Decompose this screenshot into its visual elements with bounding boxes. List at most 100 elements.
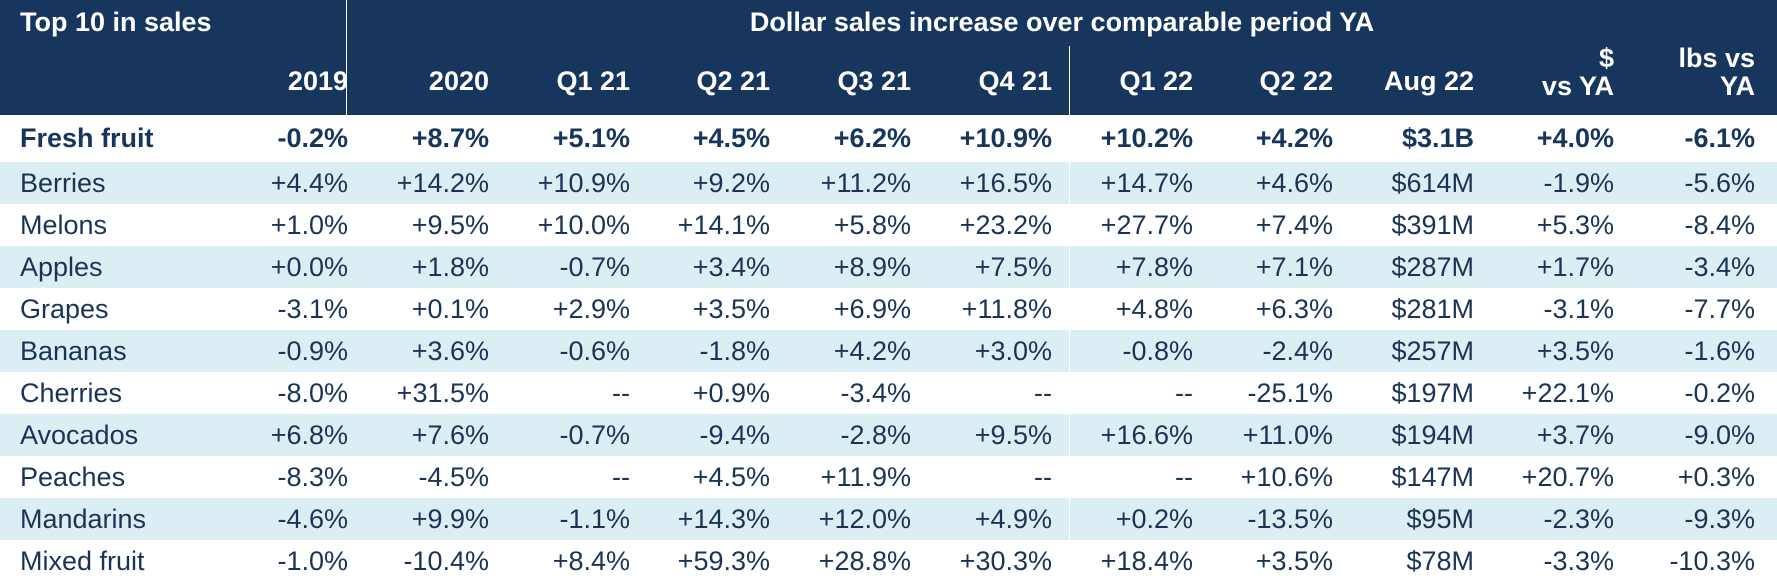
row-label: Cherries	[20, 377, 123, 408]
cell-q1-21: +10.9%	[537, 167, 630, 198]
cell-2020: +7.6%	[411, 419, 489, 450]
row-label: Apples	[20, 251, 103, 282]
cell-dollar-vs-ya: +5.3%	[1536, 209, 1614, 240]
column-header-q1-21: Q1 21	[556, 66, 630, 96]
cell-q2-21: +3.4%	[692, 251, 770, 282]
cell-lbs-vs-ya: -0.2%	[1684, 377, 1755, 408]
column-header-q1-22: Q1 22	[1119, 66, 1193, 96]
cell-lbs-vs-ya: -6.1%	[1684, 123, 1755, 153]
cell-q1-22: +16.6%	[1100, 419, 1193, 450]
cell-aug-22: $197M	[1391, 377, 1474, 408]
column-header-q2-22: Q2 22	[1259, 66, 1333, 96]
cell-q2-21: +3.5%	[692, 293, 770, 324]
cell-q2-22: -2.4%	[1262, 335, 1333, 366]
cell-dollar-vs-ya: +1.7%	[1536, 251, 1614, 282]
cell-lbs-vs-ya: -7.7%	[1684, 293, 1755, 324]
cell-2020: +9.9%	[411, 503, 489, 534]
cell-q2-22: +4.6%	[1255, 167, 1333, 198]
cell-q2-21: +14.3%	[677, 503, 770, 534]
cell-q3-21: +12.0%	[818, 503, 911, 534]
cell-dollar-vs-ya: -3.1%	[1543, 293, 1614, 324]
cell-q3-21: +8.9%	[833, 251, 911, 282]
cell-2020: +1.8%	[411, 251, 489, 282]
cell-dollar-vs-ya: -2.3%	[1543, 503, 1614, 534]
cell-aug-22: $287M	[1391, 251, 1474, 282]
cell-q2-21: +4.5%	[692, 123, 770, 153]
cell-aug-22: $614M	[1391, 167, 1474, 198]
row-label: Melons	[20, 209, 108, 240]
cell-q4-21: +11.8%	[961, 293, 1052, 324]
column-divider	[1069, 456, 1070, 498]
cell-q3-21: +5.8%	[833, 209, 911, 240]
table-body: Fresh fruit -0.2% +8.7% +5.1% +4.5% +6.2% +10.…	[0, 115, 1777, 582]
cell-q1-22: +10.2%	[1100, 123, 1193, 153]
cell-2020: +9.5%	[411, 209, 489, 240]
cell-dollar-vs-ya: -1.9%	[1543, 167, 1614, 198]
cell-q4-21: --	[1034, 377, 1052, 408]
cell-q1-22: -0.8%	[1122, 335, 1193, 366]
cell-q1-22: +4.8%	[1115, 293, 1193, 324]
column-divider	[1069, 162, 1070, 204]
cell-q2-22: +7.1%	[1255, 251, 1333, 282]
table-row: Peaches -8.3% -4.5% -- +4.5% +11.9% -- -- +10.6%…	[0, 456, 1777, 498]
cell-q2-21: +59.3%	[677, 545, 770, 576]
header-divider-q1-22	[1069, 46, 1070, 115]
row-label: Peaches	[20, 461, 126, 492]
cell-q2-21: -9.4%	[699, 419, 770, 450]
cell-2019: -4.6%	[277, 503, 348, 534]
cell-2020: +14.2%	[396, 167, 489, 198]
cell-q4-21: +10.9%	[959, 123, 1052, 153]
cell-q4-21: --	[1034, 461, 1052, 492]
cell-q2-22: +7.4%	[1255, 209, 1333, 240]
cell-q4-21: +4.9%	[974, 503, 1052, 534]
cell-q3-21: -2.8%	[840, 419, 911, 450]
cell-q1-21: -1.1%	[559, 503, 630, 534]
cell-dollar-vs-ya: +22.1%	[1521, 377, 1614, 408]
cell-q4-21: +23.2%	[959, 209, 1052, 240]
cell-q1-21: +10.0%	[537, 209, 630, 240]
cell-q1-22: --	[1175, 461, 1193, 492]
table-row: Mixed fruit -1.0% -10.4% +8.4% +59.3% +28.8% +…	[0, 540, 1777, 582]
cell-lbs-vs-ya: -9.3%	[1684, 503, 1755, 534]
cell-q1-21: +2.9%	[552, 293, 630, 324]
column-header-q4-21: Q4 21	[978, 66, 1052, 96]
cell-q1-22: +14.7%	[1100, 167, 1193, 198]
cell-q3-21: +28.8%	[818, 545, 911, 576]
cell-aug-22: $391M	[1391, 209, 1474, 240]
cell-dollar-vs-ya: +4.0%	[1536, 123, 1614, 153]
row-label: Avocados	[20, 419, 139, 450]
row-label: Bananas	[20, 335, 127, 366]
table-header: Top 10 in sales Dollar sales increase ov…	[0, 0, 1777, 115]
column-header-dollar-vs-ya: $ vs YA	[1541, 43, 1614, 101]
total-row: Fresh fruit -0.2% +8.7% +5.1% +4.5% +6.2% +10.…	[0, 115, 1777, 162]
cell-q1-22: +27.7%	[1100, 209, 1193, 240]
cell-lbs-vs-ya: -5.6%	[1684, 167, 1755, 198]
cell-q2-22: +4.2%	[1255, 123, 1333, 153]
table-row: Berries +4.4% +14.2% +10.9% +9.2% +11.2% +16.5…	[0, 162, 1777, 204]
cell-lbs-vs-ya: -10.3%	[1669, 545, 1755, 576]
cell-lbs-vs-ya: -9.0%	[1684, 419, 1755, 450]
cell-q1-21: +5.1%	[552, 123, 630, 153]
cell-q2-21: +4.5%	[692, 461, 770, 492]
cell-q3-21: +6.2%	[833, 123, 911, 153]
header-divider	[346, 0, 347, 115]
cell-2019: +0.0%	[270, 251, 348, 282]
table-row: Apples +0.0% +1.8% -0.7% +3.4% +8.9% +7.5% +7.8…	[0, 246, 1777, 288]
cell-q3-21: -3.4%	[840, 377, 911, 408]
cell-q2-22: +11.0%	[1242, 419, 1333, 450]
header-right-title: Dollar sales increase over comparable pe…	[749, 7, 1375, 37]
cell-q2-22: +3.5%	[1255, 545, 1333, 576]
table-row: Avocados +6.8% +7.6% -0.7% -9.4% -2.8% +9.5% +1…	[0, 414, 1777, 456]
cell-q1-21: --	[612, 461, 630, 492]
row-label: Mandarins	[20, 503, 147, 534]
cell-2020: +0.1%	[411, 293, 489, 324]
column-header-2019: 2019	[287, 66, 348, 96]
column-divider	[1069, 115, 1070, 162]
row-label: Mixed fruit	[20, 545, 145, 576]
cell-q1-21: -0.7%	[559, 419, 630, 450]
column-header-q3-21: Q3 21	[837, 66, 911, 96]
cell-2019: +1.0%	[270, 209, 348, 240]
row-label: Berries	[20, 167, 106, 198]
column-divider	[1069, 540, 1070, 582]
cell-q2-22: +6.3%	[1255, 293, 1333, 324]
